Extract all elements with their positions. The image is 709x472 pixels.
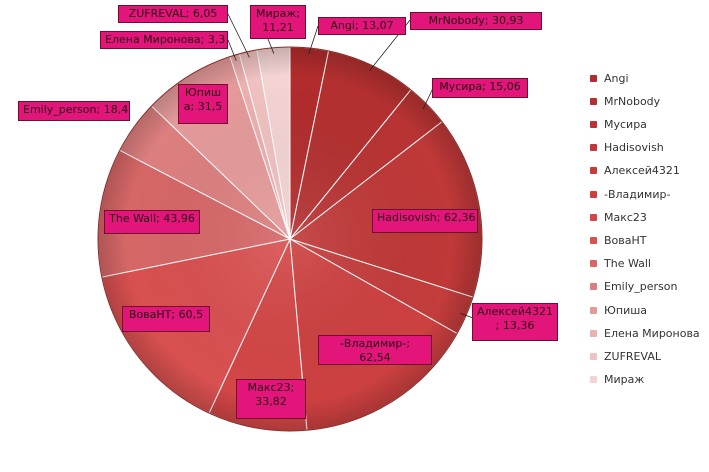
legend-swatch-1 (590, 97, 597, 105)
data-label-12: ZUFREVAL; 6,05 (118, 5, 228, 23)
data-label-10: Юпиша; 31,5 (178, 84, 228, 124)
legend-swatch-10 (590, 306, 597, 314)
legend-swatch-4 (590, 167, 597, 175)
legend-swatch-8 (590, 260, 597, 268)
data-label-7: ВоваНТ; 60,5 (122, 306, 210, 332)
legend-item-13: Мираж (590, 372, 644, 388)
data-label-5: -Владимир-; 62,54 (318, 335, 432, 365)
leader-line-11 (227, 39, 237, 62)
data-label-11: Елена Миронова; 3,3 (100, 31, 228, 49)
leader-line-12 (227, 13, 250, 58)
legend-swatch-0 (590, 74, 597, 82)
legend-item-1: MrNobody (590, 93, 660, 109)
legend-item-5: -Владимир- (590, 186, 670, 202)
legend-item-0: Angi (590, 70, 629, 86)
data-label-2: Мусира; 15,06 (432, 78, 528, 98)
legend-swatch-9 (590, 283, 597, 291)
legend-item-12: ZUFREVAL (590, 348, 661, 364)
legend-swatch-12 (590, 352, 597, 360)
legend-item-6: Макс23 (590, 209, 647, 225)
legend-item-9: Emily_person (590, 279, 678, 295)
leader-lines (227, 13, 474, 319)
legend-item-4: Алексей4321 (590, 163, 680, 179)
data-label-3: Hadisovish; 62,36 (372, 209, 478, 233)
legend-item-10: Юпиша (590, 302, 647, 318)
legend-label-6: Макс23 (604, 210, 647, 224)
leader-line-2 (422, 87, 434, 110)
legend-swatch-5 (590, 190, 597, 198)
legend-swatch-13 (590, 376, 597, 384)
legend-item-11: Елена Миронова (590, 325, 700, 341)
legend-item-2: Мусира (590, 116, 647, 132)
data-label-4: Алексей4321; 13,36 (472, 303, 558, 341)
legend-swatch-11 (590, 329, 597, 337)
legend-label-12: ZUFREVAL (604, 349, 661, 363)
data-label-13: Мираж; 11,21 (250, 5, 306, 39)
legend-swatch-3 (590, 144, 597, 152)
legend-label-13: Мираж (604, 373, 645, 387)
legend-item-7: ВоваНТ (590, 232, 647, 248)
pie-slices (97, 46, 483, 432)
legend-label-9: Emily_person (604, 280, 678, 294)
legend-label-3: Hadisovish (604, 141, 664, 155)
data-label-8: The Wall; 43,96 (104, 210, 200, 234)
data-label-1: MrNobody; 30,93 (410, 12, 542, 30)
legend-item-8: The Wall (590, 256, 651, 272)
legend-label-2: Мусира (604, 117, 647, 131)
legend-label-0: Angi (604, 71, 629, 85)
legend-label-4: Алексей4321 (604, 164, 680, 178)
leader-line-0 (308, 25, 319, 55)
data-label-6: Макс23; 33,82 (236, 379, 306, 419)
data-label-9: Emily_person; 18,4 (18, 101, 130, 121)
pie-shading (97, 46, 483, 432)
leader-line-13 (267, 38, 275, 54)
legend-label-11: Елена Миронова (604, 326, 700, 340)
legend-label-10: Юпиша (604, 303, 648, 317)
legend-swatch-2 (590, 120, 597, 128)
data-label-0: Angi; 13,07 (318, 17, 406, 35)
legend-label-8: The Wall (604, 257, 651, 271)
legend-label-7: ВоваНТ (604, 233, 647, 247)
legend-swatch-6 (590, 213, 597, 221)
legend-item-3: Hadisovish (590, 140, 664, 156)
legend-swatch-7 (590, 236, 597, 244)
legend-label-5: -Владимир- (604, 187, 671, 201)
leader-line-4 (460, 313, 474, 319)
legend-label-1: MrNobody (604, 94, 661, 108)
